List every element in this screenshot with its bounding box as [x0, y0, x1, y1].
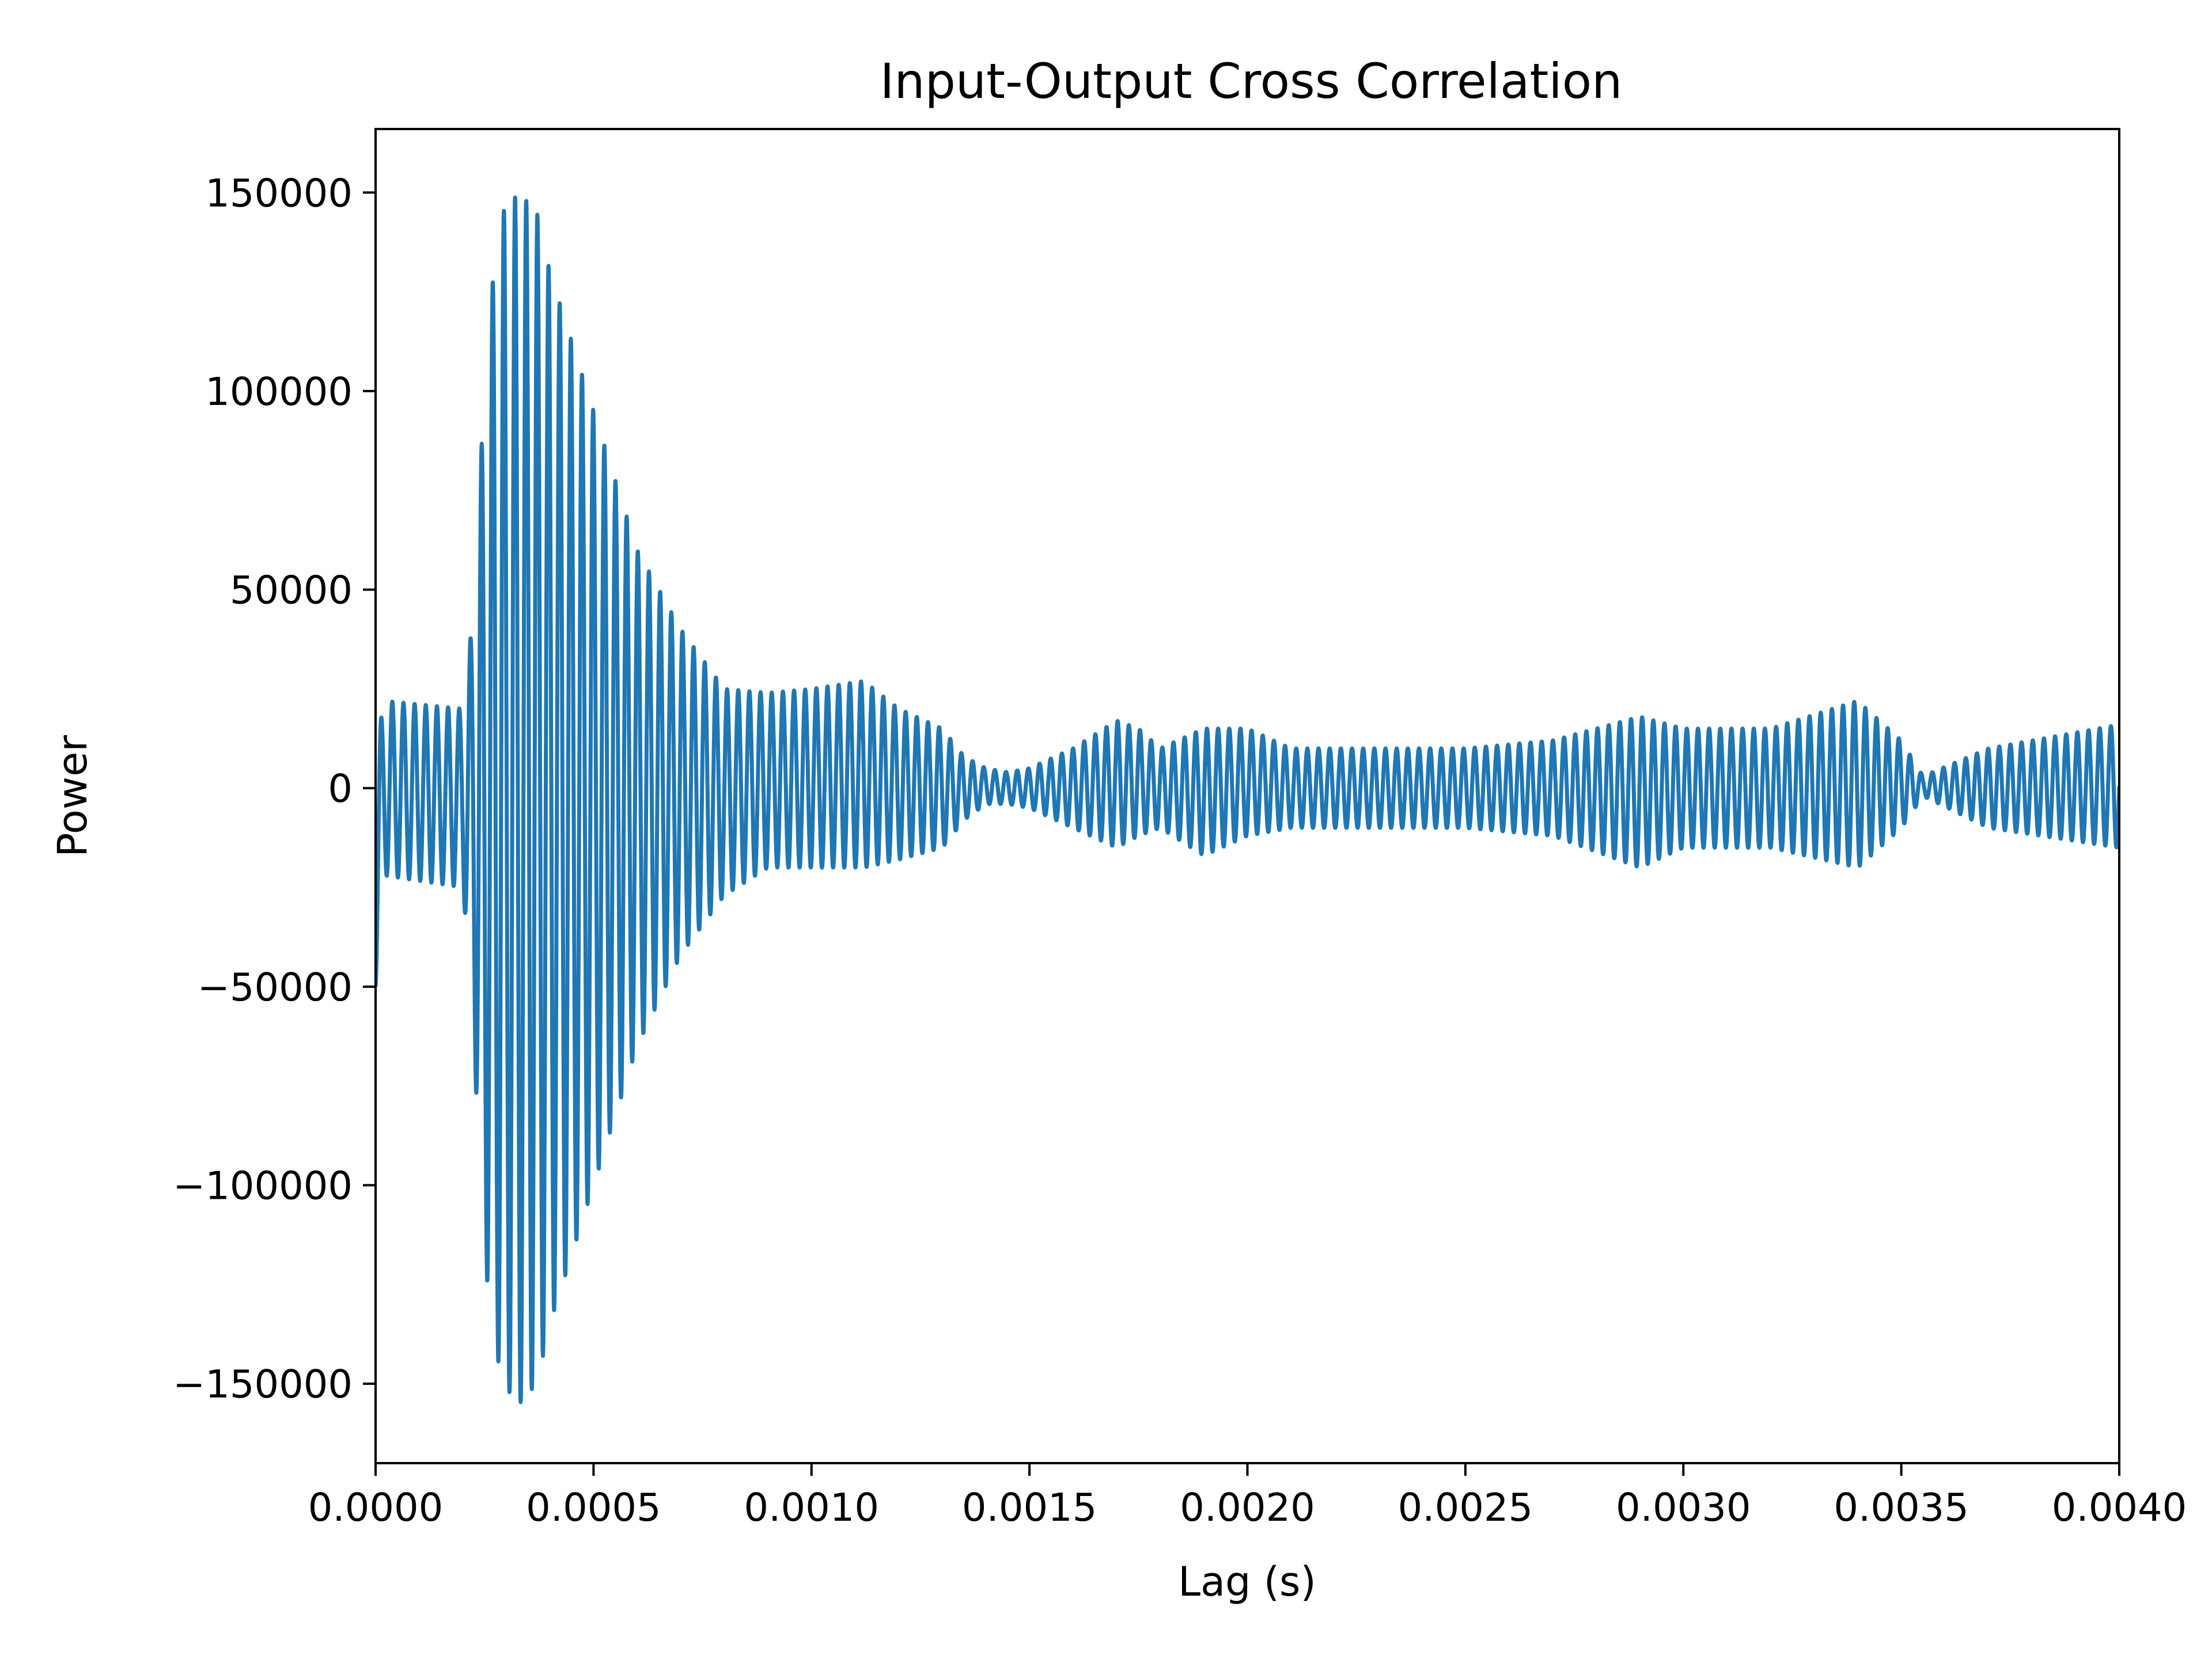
y-tick-label: 150000 — [205, 171, 353, 215]
x-tick-label: 0.0025 — [1398, 1485, 1533, 1530]
y-axis-title: Power — [49, 735, 96, 857]
x-axis-title: Lag (s) — [1178, 1558, 1316, 1605]
x-tick-label: 0.0000 — [308, 1485, 443, 1530]
x-axis: 0.0000 0.0005 0.0010 0.0015 0.0020 0.0025 0.00… — [308, 1463, 2187, 1530]
series-line — [376, 195, 2119, 1404]
y-axis: 150000 100000 50000 0 −50000 −100000 −150000 — [173, 171, 376, 1407]
y-tick-label: −100000 — [173, 1164, 353, 1209]
x-tick-label: 0.0005 — [526, 1485, 661, 1530]
chart-title: Input-Output Cross Correlation — [880, 53, 1623, 109]
y-tick-label: −150000 — [173, 1362, 353, 1407]
x-tick-label: 0.0015 — [962, 1485, 1097, 1530]
x-tick-label: 0.0010 — [744, 1485, 879, 1530]
y-tick-label: −50000 — [198, 965, 353, 1010]
x-tick-label: 0.0040 — [2052, 1485, 2187, 1530]
x-tick-label: 0.0020 — [1180, 1485, 1315, 1530]
y-tick-label: 100000 — [205, 369, 353, 414]
y-tick-label: 0 — [328, 766, 353, 811]
y-tick-label: 50000 — [230, 568, 353, 613]
x-tick-label: 0.0035 — [1834, 1485, 1968, 1530]
x-tick-label: 0.0030 — [1616, 1485, 1751, 1530]
